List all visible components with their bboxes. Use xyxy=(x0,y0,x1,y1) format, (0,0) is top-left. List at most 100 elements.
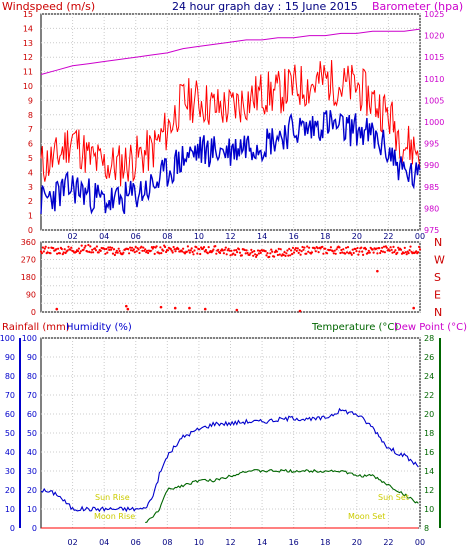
direction-point xyxy=(334,252,337,255)
direction-point xyxy=(191,250,194,254)
hour-tick-label: 20 xyxy=(352,538,362,547)
hour-tick-label: 04 xyxy=(99,232,109,241)
direction-point xyxy=(244,252,247,255)
direction-point xyxy=(162,249,165,252)
direction-point xyxy=(228,249,231,252)
humidity-tick-labels: 0 0 10 10 20 20 30 30 40 40 50 50 60 60 70 70 80 80 90 90 10… xyxy=(0,334,37,533)
direction-point xyxy=(385,246,388,249)
direction-point xyxy=(288,247,291,250)
direction-point xyxy=(129,246,132,249)
direction-point xyxy=(219,251,222,255)
direction-point xyxy=(296,247,299,250)
direction-point xyxy=(153,252,156,255)
direction-point xyxy=(243,248,246,252)
direction-point xyxy=(55,248,58,251)
direction-point xyxy=(233,249,236,252)
barometer-tick-label: 975 xyxy=(424,226,439,235)
hour-tick-label: 04 xyxy=(99,538,109,547)
direction-point xyxy=(186,245,189,248)
direction-point xyxy=(159,246,162,249)
direction-point xyxy=(56,252,59,255)
direction-point xyxy=(412,306,415,310)
direction-point xyxy=(86,250,89,253)
humidity-tick-label: 100 xyxy=(22,334,37,343)
direction-point xyxy=(245,249,248,252)
direction-point xyxy=(229,254,232,257)
rainfall-axis-label: Rainfall (mm) xyxy=(2,322,70,333)
compass-tick-label: N xyxy=(434,306,442,319)
direction-point xyxy=(89,245,92,248)
direction-point xyxy=(177,247,180,251)
direction-point xyxy=(155,245,158,248)
direction-point xyxy=(115,249,118,252)
barometer-tick-label: 985 xyxy=(424,183,439,192)
direction-point xyxy=(146,249,149,252)
direction-point xyxy=(292,251,296,254)
direction-point xyxy=(279,248,282,251)
direction-point xyxy=(42,250,45,253)
direction-point xyxy=(141,249,144,252)
humidity-hour-tick-labels: 02 04 06 08 10 12 14 16 18 20 22 00 xyxy=(67,538,425,547)
direction-point xyxy=(138,251,141,255)
direction-point xyxy=(204,248,207,252)
direction-point xyxy=(393,250,396,254)
direction-point xyxy=(276,253,279,257)
direction-point xyxy=(202,246,206,249)
direction-point xyxy=(236,251,239,254)
direction-point xyxy=(83,246,86,249)
direction-point xyxy=(356,246,359,250)
direction-point xyxy=(396,251,399,254)
direction-point xyxy=(206,252,209,255)
direction-point xyxy=(403,246,406,249)
rain-tick-label: 0 xyxy=(10,524,15,533)
direction-point xyxy=(284,254,287,257)
windspeed-tick-label: 4 xyxy=(28,168,33,177)
direction-point xyxy=(87,243,90,247)
direction-points xyxy=(39,243,422,313)
direction-point xyxy=(289,254,292,257)
direction-point xyxy=(169,247,172,251)
barometer-tick-label: 1025 xyxy=(424,10,444,19)
humidity-tick-label: 60 xyxy=(27,410,37,419)
humidity-tick-label: 20 xyxy=(27,486,37,495)
direction-point xyxy=(255,254,259,257)
direction-point xyxy=(415,250,418,253)
direction-point xyxy=(174,250,177,253)
direction-point xyxy=(301,245,304,249)
direction-point xyxy=(417,251,420,254)
humidity-tick-label: 30 xyxy=(27,467,37,476)
degree-tick-label: 0 xyxy=(31,308,36,317)
barometer-tick-label: 1020 xyxy=(424,32,444,41)
direction-point xyxy=(46,251,49,254)
barometer-tick-label: 1005 xyxy=(424,96,444,105)
direction-point xyxy=(339,251,342,255)
direction-point xyxy=(47,246,50,249)
rain-tick-label: 20 xyxy=(5,486,15,495)
temperature-tick-label: 14 xyxy=(424,467,434,476)
direction-point xyxy=(172,245,175,249)
temperature-tick-label: 12 xyxy=(424,486,434,495)
hour-tick-label: 00 xyxy=(415,538,425,547)
direction-point xyxy=(171,251,174,254)
direction-point xyxy=(107,246,110,249)
windspeed-tick-label: 12 xyxy=(23,53,33,62)
direction-point xyxy=(256,249,260,252)
direction-point xyxy=(166,249,170,252)
degree-tick-label: 360 xyxy=(21,238,36,247)
direction-point xyxy=(291,252,294,256)
direction-point xyxy=(331,250,334,253)
rain-tick-label: 30 xyxy=(5,467,15,476)
barometer-tick-label: 990 xyxy=(424,161,439,170)
direction-point xyxy=(158,252,161,255)
direction-point xyxy=(232,252,235,255)
windspeed-tick-label: 11 xyxy=(23,68,33,77)
direction-point xyxy=(76,250,80,253)
direction-point xyxy=(223,248,226,251)
humidity-tick-label: 0 xyxy=(32,524,37,533)
direction-point xyxy=(360,246,363,249)
hour-tick-label: 18 xyxy=(320,232,330,241)
direction-point xyxy=(222,252,225,255)
windspeed-tick-label: 13 xyxy=(23,39,33,48)
direction-point xyxy=(314,250,317,253)
